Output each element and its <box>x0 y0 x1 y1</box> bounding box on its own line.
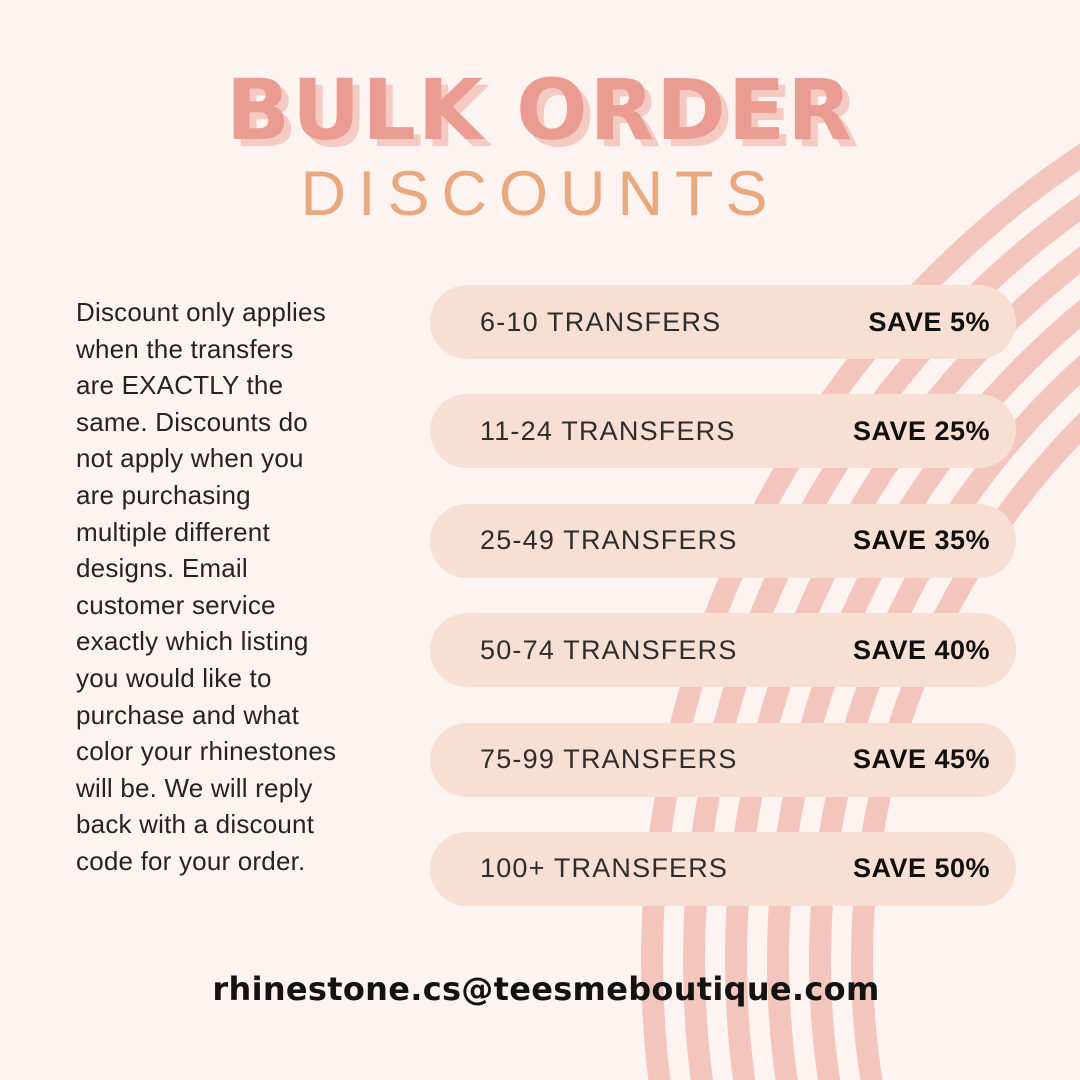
description-line: back with a discount <box>76 809 315 840</box>
discount-row: 100+ TRANSFERS SAVE 50% <box>430 831 1016 906</box>
discount-row: 50-74 TRANSFERS SAVE 40% <box>430 613 1016 688</box>
discount-list: 6-10 TRANSFERS SAVE 5% 11-24 TRANSFERS S… <box>430 285 1016 906</box>
arc-stripe <box>767 300 1080 1080</box>
discount-save-label: SAVE 35% <box>852 525 990 556</box>
discount-save-label: SAVE 50% <box>852 853 990 884</box>
discount-row: 6-10 TRANSFERS SAVE 5% <box>430 285 1016 359</box>
discount-save-label: SAVE 45% <box>852 744 990 775</box>
discount-save-label: SAVE 25% <box>852 415 990 446</box>
page-title: BULK ORDER <box>226 61 854 159</box>
description-line: code for your order. <box>76 845 306 876</box>
description-line: will be. We will reply <box>76 772 313 803</box>
contact-email: rhinestone.cs@teesmeboutique.com <box>212 970 880 1008</box>
description-line: multiple different <box>76 516 270 547</box>
discount-range-label: 75-99 TRANSFERS <box>480 744 738 775</box>
discount-save-label: SAVE 40% <box>852 634 990 665</box>
description-line: exactly which listing <box>76 626 309 657</box>
arc-stripe <box>683 194 1080 1080</box>
arc-stripe <box>725 246 1080 1080</box>
arc-stripe <box>851 412 1080 1080</box>
discount-row: 25-49 TRANSFERS SAVE 35% <box>430 503 1016 578</box>
description-line: customer service <box>76 589 276 620</box>
description-line: color your rhinestones <box>76 736 337 767</box>
description-line: same. Discounts do <box>76 406 308 437</box>
description-line: when the transfers <box>76 333 294 364</box>
discount-save-label: SAVE 5% <box>868 306 990 337</box>
discount-range-label: 25-49 TRANSFERS <box>480 525 738 556</box>
description-line: you would like to <box>76 662 272 693</box>
arc-stripe <box>641 143 1080 1080</box>
description-line: are purchasing <box>76 479 251 510</box>
title-block: BULK ORDER DISCOUNTS <box>0 62 1080 230</box>
description-line: not apply when you <box>76 443 304 474</box>
discount-range-label: 6-10 TRANSFERS <box>480 306 722 337</box>
description-line: Discount only applies <box>76 297 326 327</box>
discount-row: 11-24 TRANSFERS SAVE 25% <box>430 394 1016 469</box>
arc-stripe <box>809 355 1080 1080</box>
discount-row: 75-99 TRANSFERS SAVE 45% <box>430 722 1016 797</box>
description-line: are EXACTLY the <box>76 370 284 401</box>
discount-range-label: 11-24 TRANSFERS <box>480 415 736 446</box>
description-line: designs. Email <box>76 553 248 584</box>
discount-range-label: 100+ TRANSFERS <box>480 853 729 884</box>
description-text: Discount only applies when the transfers… <box>76 294 416 880</box>
discount-range-label: 50-74 TRANSFERS <box>480 634 738 665</box>
page-subtitle: DISCOUNTS <box>300 159 780 229</box>
description-line: purchase and what <box>76 699 300 730</box>
